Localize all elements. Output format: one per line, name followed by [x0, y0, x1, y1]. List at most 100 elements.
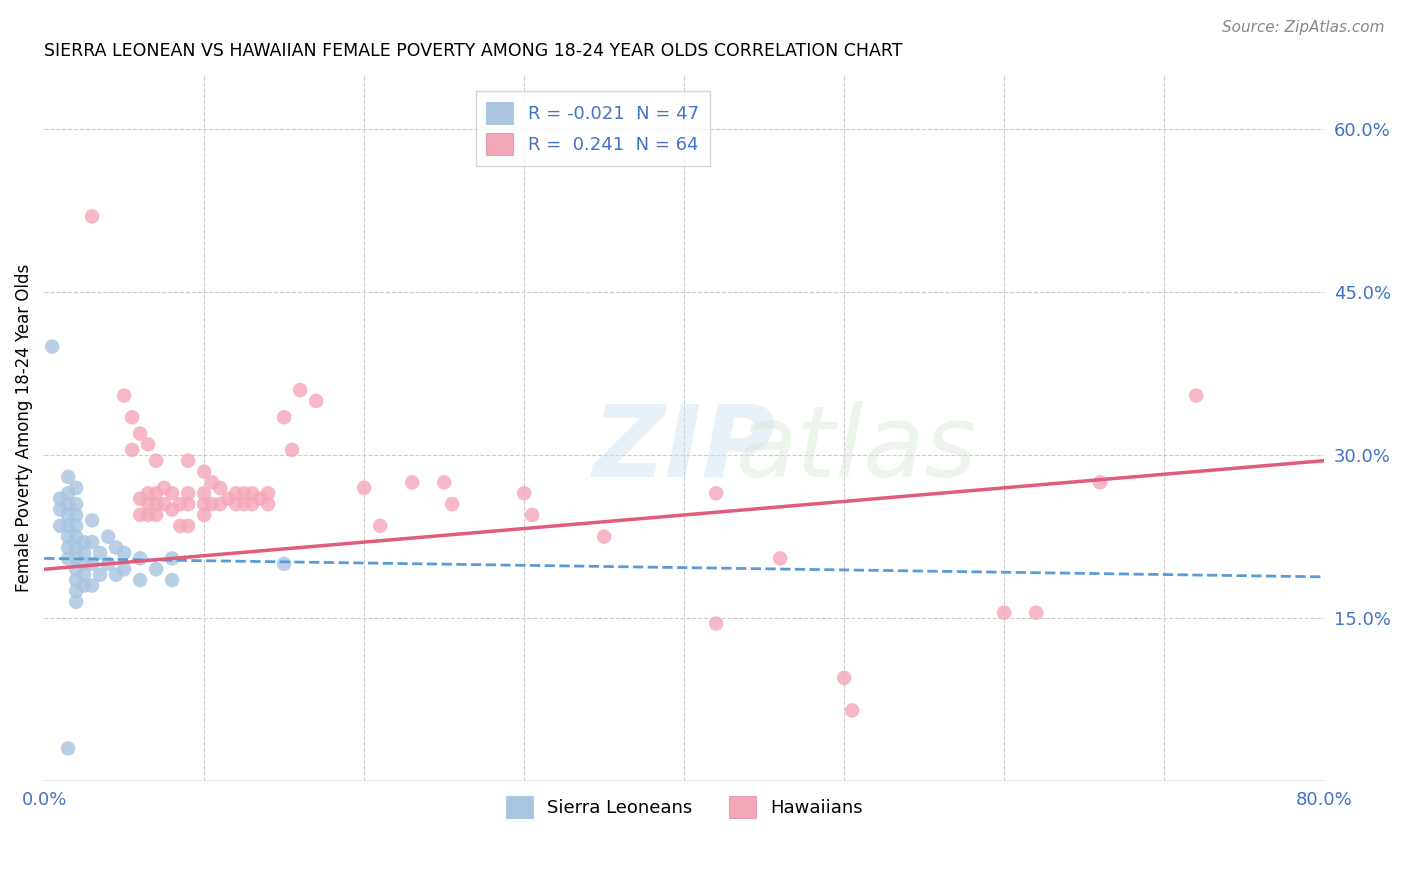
Point [112, 546, 135, 560]
Point [160, 551, 183, 566]
Point [153, 497, 176, 511]
Point [56, 518, 79, 533]
Point [704, 616, 727, 631]
Point [225, 497, 247, 511]
Point [56, 486, 79, 500]
Point [240, 486, 263, 500]
Point [65, 481, 87, 495]
Point [49, 491, 72, 506]
Point [841, 703, 863, 717]
Legend: Sierra Leoneans, Hawaiians: Sierra Leoneans, Hawaiians [498, 789, 870, 825]
Point [56, 508, 79, 522]
Point [65, 541, 87, 555]
Point [145, 508, 167, 522]
Point [41, 340, 63, 354]
Point [121, 410, 143, 425]
Point [49, 518, 72, 533]
Point [993, 606, 1015, 620]
Point [97, 530, 120, 544]
Point [65, 530, 87, 544]
Point [1185, 388, 1208, 402]
Point [136, 486, 159, 500]
Point [520, 508, 543, 522]
Point [209, 481, 232, 495]
Text: ZIP: ZIP [593, 401, 776, 498]
Point [65, 497, 87, 511]
Point [288, 383, 311, 397]
Point [56, 470, 79, 484]
Point [136, 437, 159, 451]
Point [257, 486, 280, 500]
Point [65, 584, 87, 599]
Point [105, 541, 128, 555]
Point [89, 567, 111, 582]
Point [593, 530, 616, 544]
Point [1025, 606, 1047, 620]
Point [82, 210, 104, 224]
Point [513, 486, 536, 500]
Point [433, 475, 456, 490]
Point [82, 535, 104, 549]
Point [153, 481, 176, 495]
Point [49, 502, 72, 516]
Point [177, 486, 200, 500]
Point [832, 671, 855, 685]
Point [281, 442, 304, 457]
Point [145, 453, 167, 467]
Point [65, 508, 87, 522]
Point [169, 518, 191, 533]
Point [56, 497, 79, 511]
Point [209, 497, 232, 511]
Point [73, 557, 96, 571]
Point [160, 502, 183, 516]
Point [56, 741, 79, 756]
Point [401, 475, 423, 490]
Point [240, 497, 263, 511]
Point [136, 508, 159, 522]
Point [65, 518, 87, 533]
Point [769, 551, 792, 566]
Point [273, 557, 295, 571]
Point [177, 518, 200, 533]
Point [82, 513, 104, 527]
Point [193, 465, 215, 479]
Point [368, 518, 391, 533]
Point [73, 578, 96, 592]
Point [1088, 475, 1111, 490]
Point [65, 573, 87, 587]
Point [233, 497, 256, 511]
Point [82, 578, 104, 592]
Point [273, 410, 295, 425]
Point [145, 486, 167, 500]
Point [129, 508, 152, 522]
Point [65, 551, 87, 566]
Point [193, 486, 215, 500]
Point [56, 541, 79, 555]
Point [73, 535, 96, 549]
Point [257, 497, 280, 511]
Point [56, 530, 79, 544]
Point [65, 562, 87, 576]
Point [193, 497, 215, 511]
Y-axis label: Female Poverty Among 18-24 Year Olds: Female Poverty Among 18-24 Year Olds [15, 264, 32, 592]
Point [217, 491, 239, 506]
Point [353, 481, 375, 495]
Text: atlas: atlas [737, 401, 977, 498]
Point [129, 426, 152, 441]
Point [160, 486, 183, 500]
Point [145, 562, 167, 576]
Point [129, 491, 152, 506]
Point [193, 508, 215, 522]
Point [177, 453, 200, 467]
Point [129, 573, 152, 587]
Point [704, 486, 727, 500]
Point [82, 557, 104, 571]
Point [112, 388, 135, 402]
Point [56, 551, 79, 566]
Point [89, 546, 111, 560]
Point [136, 497, 159, 511]
Point [441, 497, 464, 511]
Point [121, 442, 143, 457]
Point [233, 486, 256, 500]
Point [73, 567, 96, 582]
